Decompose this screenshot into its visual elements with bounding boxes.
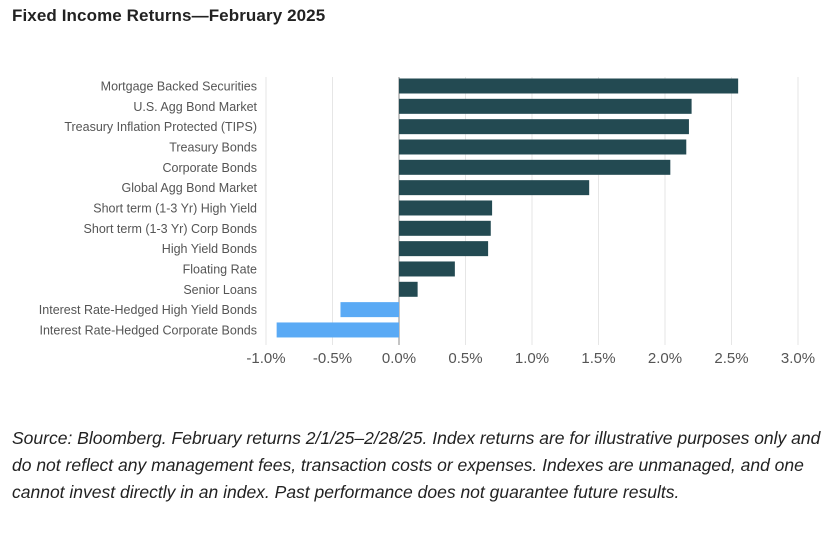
category-label: Interest Rate-Hedged High Yield Bonds [39,303,257,317]
category-label: Senior Loans [183,283,257,297]
x-tick-label: 0.0% [382,350,416,367]
category-label: Global Agg Bond Market [122,181,258,195]
x-tick-label: 2.5% [714,350,748,367]
bar [399,281,418,297]
bars [276,78,739,338]
x-tick-label: 1.0% [515,350,549,367]
x-tick-label: 1.5% [581,350,615,367]
category-label: Short term (1-3 Yr) Corp Bonds [84,222,257,236]
x-tick-labels: -1.0% -0.5% 0.0% 0.5% 1.0% 1.5% 2.0% 2.5% 3.0% [246,350,815,367]
x-tick-label: -0.5% [313,350,352,367]
bar [399,180,590,196]
bar [399,220,491,236]
chart-title: Fixed Income Returns—February 2025 [12,6,326,25]
bar [276,322,399,338]
bar [340,302,399,318]
category-labels: Mortgage Backed Securities U.S. Agg Bond … [39,80,258,338]
category-label: Mortgage Backed Securities [101,80,257,94]
category-label: Short term (1-3 Yr) High Yield [93,201,257,215]
category-label: Floating Rate [183,262,257,276]
category-label: Treasury Bonds [169,140,257,154]
bar-chart: Mortgage Backed Securities U.S. Agg Bond … [39,77,815,367]
bar [399,241,489,257]
category-label: Corporate Bonds [162,161,257,175]
category-label: High Yield Bonds [162,242,257,256]
category-label: U.S. Agg Bond Market [133,100,257,114]
x-tick-label: -1.0% [246,350,285,367]
x-tick-label: 3.0% [781,350,815,367]
bar [399,119,689,135]
x-tick-label: 2.0% [648,350,682,367]
bar [399,78,739,94]
bar [399,261,455,277]
category-label: Interest Rate-Hedged Corporate Bonds [40,323,258,337]
source-note: Source: Bloomberg. February returns 2/1/… [12,428,821,502]
bar [399,139,687,155]
category-label: Treasury Inflation Protected (TIPS) [64,120,257,134]
bar [399,200,493,216]
bar [399,159,671,175]
bar [399,98,692,114]
x-tick-label: 0.5% [448,350,482,367]
